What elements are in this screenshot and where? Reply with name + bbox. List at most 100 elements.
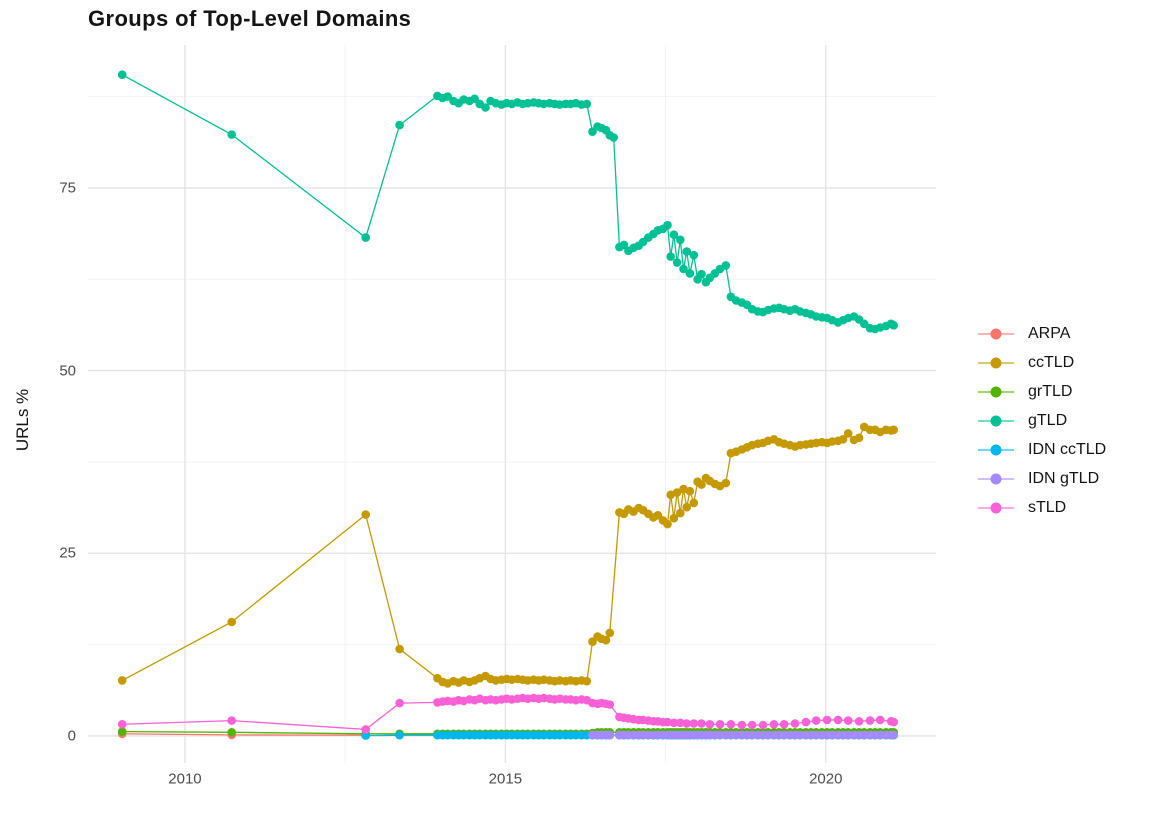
data-point-stld: [737, 720, 747, 730]
data-point-gtld: [672, 258, 682, 267]
data-point-cctld: [601, 635, 611, 645]
legend-key-icon-stld: [978, 502, 1014, 513]
y-tick-label-75: 75: [59, 179, 76, 197]
data-point-idn-cctld: [395, 730, 404, 740]
data-point-gtld: [609, 133, 618, 142]
y-tick-label-0: 0: [67, 727, 76, 745]
data-point-grtld: [227, 728, 236, 737]
y-tick-label-50: 50: [59, 362, 76, 380]
legend-key-icon-idn-cctld: [978, 444, 1014, 455]
series-idn-gtld: [588, 730, 898, 740]
data-point-idn-gtld: [605, 730, 615, 740]
data-point-cctld: [582, 676, 592, 686]
data-point-stld: [865, 716, 875, 725]
data-point-cctld: [689, 498, 699, 508]
data-point-gtld: [669, 230, 679, 239]
legend-label-grtld: grTLD: [1028, 382, 1073, 400]
data-point-cctld: [682, 502, 691, 512]
data-point-cctld: [361, 510, 371, 519]
legend-key-icon-gtld: [978, 415, 1014, 426]
legend-key-icon-idn-gtld: [978, 473, 1014, 484]
data-point-stld: [790, 719, 800, 728]
data-point-stld: [705, 720, 715, 729]
data-point-idn-cctld: [361, 731, 371, 740]
data-point-stld: [697, 719, 706, 728]
data-point-stld: [801, 717, 811, 727]
legend-label-gtld: gTLD: [1028, 411, 1068, 429]
data-point-cctld: [669, 513, 679, 523]
data-point-stld: [605, 700, 615, 709]
data-point-stld: [715, 720, 725, 729]
data-point-stld: [822, 715, 832, 725]
data-point-stld: [663, 717, 672, 727]
data-point-gtld: [676, 235, 685, 245]
series-line-gtld: [121, 74, 895, 330]
data-point-stld: [854, 717, 864, 726]
data-point-gtld: [682, 247, 691, 256]
data-point-gtld: [697, 269, 706, 279]
legend-item-grtld: grTLD: [977, 377, 1106, 406]
legend-label-idn-cctld: IDN ccTLD: [1028, 440, 1107, 458]
data-point-gtld: [361, 233, 371, 242]
data-point-gtld: [582, 99, 592, 109]
legend: ARPA ccTLD grTLD gTLD IDN ccTLD IDN gTLD sTLD: [977, 319, 1106, 522]
data-point-stld: [117, 720, 127, 729]
data-point-gtld: [117, 70, 127, 79]
legend-item-cctld: ccTLD: [977, 348, 1106, 377]
data-point-stld: [875, 715, 885, 725]
legend-item-idn-cctld: IDN ccTLD: [977, 435, 1106, 464]
data-point-stld: [833, 715, 843, 725]
data-point-cctld: [676, 508, 685, 518]
data-point-gtld: [721, 261, 731, 270]
data-point-stld: [889, 717, 898, 727]
data-point-stld: [676, 718, 685, 728]
legend-label-idn-gtld: IDN gTLD: [1028, 469, 1100, 487]
data-point-cctld: [117, 676, 127, 685]
data-point-stld: [361, 725, 371, 734]
x-tick-label-2010: 2010: [168, 770, 202, 788]
data-point-idn-gtld: [889, 730, 898, 740]
grid-minor: [88, 45, 936, 763]
legend-label-arpa: ARPA: [1028, 324, 1071, 342]
data-point-gtld: [227, 130, 236, 139]
data-point-cctld: [697, 480, 706, 489]
data-point-stld: [758, 720, 768, 730]
data-point-stld: [689, 719, 699, 728]
chart-title: Groups of Top-Level Domains: [88, 6, 412, 31]
data-point-gtld: [679, 264, 688, 274]
data-point-cctld: [605, 628, 615, 638]
legend-item-stld: sTLD: [977, 493, 1106, 522]
data-point-gtld: [889, 321, 898, 330]
data-point-stld: [726, 720, 736, 729]
data-point-cctld: [843, 429, 853, 438]
data-point-gtld: [619, 240, 629, 250]
legend-key-icon-grtld: [978, 386, 1014, 397]
data-point-gtld: [685, 269, 695, 278]
data-point-stld: [811, 716, 821, 725]
data-point-gtld: [666, 252, 675, 261]
legend-item-arpa: ARPA: [977, 319, 1106, 348]
data-point-cctld: [854, 433, 864, 443]
series-cctld: [117, 422, 898, 688]
series-stld: [117, 693, 898, 734]
series-gtld: [117, 70, 898, 334]
data-point-stld: [843, 716, 853, 725]
data-point-cctld: [672, 488, 682, 497]
data-point-stld: [395, 698, 404, 708]
data-point-gtld: [395, 120, 404, 130]
data-point-gtld: [663, 220, 672, 230]
legend-label-cctld: ccTLD: [1028, 353, 1075, 371]
legend-key-icon-arpa: [978, 328, 1014, 339]
data-point-cctld: [889, 425, 898, 435]
data-point-cctld: [838, 435, 848, 444]
data-point-cctld: [685, 486, 695, 496]
data-point-gtld: [481, 103, 490, 112]
series-arpa: [117, 729, 371, 740]
data-point-stld: [769, 720, 779, 729]
data-point-stld: [227, 716, 236, 725]
legend-item-idn-gtld: IDN gTLD: [977, 464, 1106, 493]
data-point-stld: [669, 718, 679, 728]
data-point-stld: [747, 720, 757, 730]
